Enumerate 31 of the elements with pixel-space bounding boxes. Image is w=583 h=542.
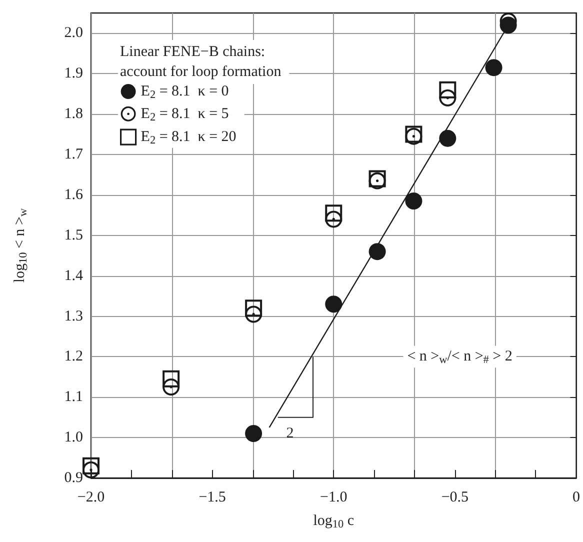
point [325,204,342,222]
y-tick-label: 1.9 [64,66,83,82]
y-tick-label: 1.0 [64,430,83,446]
x-tick-label: 0 [572,490,580,506]
point [245,300,262,317]
annotation: 2 [286,426,294,442]
x-tick-label: −1.0 [320,490,348,506]
x-tick-label: −1.5 [198,490,226,506]
y-tick-label: 0.9 [64,470,83,486]
y-tick-label: 1.2 [64,348,83,365]
y-tick-label: 1.4 [64,268,84,284]
y-tick-label: 1.6 [64,186,84,203]
y-tick-label: 1.8 [64,106,83,122]
point [439,81,456,98]
y-tick-label: 1.3 [64,308,83,324]
x-tick-label: −2.0 [77,490,105,506]
y-axis-title: log10 < n >w [12,208,30,283]
point [245,425,262,442]
point [485,59,502,76]
y-tick-label: 2.0 [64,25,83,42]
y-tick-label: 1.1 [64,389,83,406]
y-tick-label: 1.5 [64,227,83,244]
x-tick-label: −0.5 [441,490,469,506]
y-tick-label: 1.7 [64,146,84,163]
point [82,457,100,474]
point [325,296,342,313]
point [405,192,422,210]
legend-title: Linear FENE−B chains: account for loop formation [120,44,282,80]
point [368,243,386,260]
point [162,370,180,388]
point [439,130,456,147]
